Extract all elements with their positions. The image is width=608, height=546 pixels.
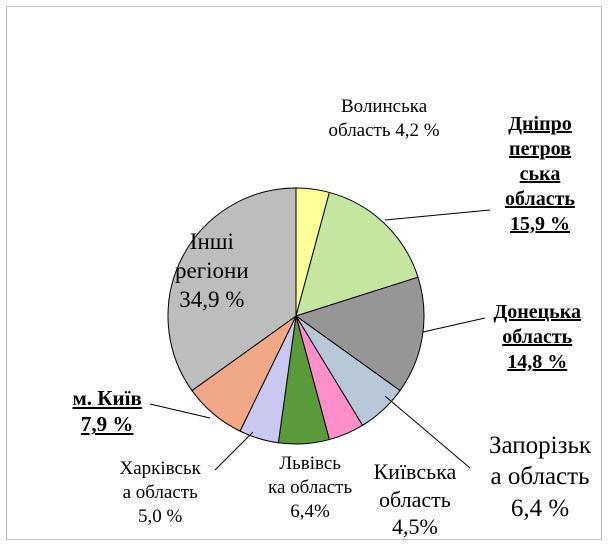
slice-label-line: 6,4% — [290, 500, 330, 522]
slice-label-line: Львівсь — [279, 453, 341, 474]
slice-label-line: ська — [519, 163, 561, 185]
slice-label-line: Дніпро — [508, 113, 572, 135]
slice-label-line: 15,9 % — [510, 213, 570, 235]
slice-label-line: область — [502, 326, 573, 348]
slice-label-line: 6,4 % — [510, 494, 570, 522]
slice-label-line: Харківськ — [119, 458, 201, 479]
slice-label-line: 34,9 % — [179, 286, 245, 312]
slice-label-other: Інші регіони 34,9 % — [175, 228, 249, 314]
slice-label-kyivska: Київська область 4,5% — [374, 458, 457, 541]
slice-label-line: Київська — [373, 459, 457, 484]
pie-slice-dnipro — [295, 191, 419, 317]
leader-line-dnipro — [384, 209, 491, 221]
slice-label-kyiv: м. Київ 7,9 % — [73, 385, 142, 438]
leader-line-donetsk — [422, 317, 486, 333]
slice-label-donetsk: Донецька область 14,8 % — [494, 300, 581, 375]
slice-label-line: 7,9 % — [80, 412, 134, 437]
slice-label-kharkiv: Харківськ а область 5,0 % — [120, 457, 201, 528]
slice-label-line: 4,5% — [391, 514, 438, 539]
slice-label-line: Інші — [189, 229, 234, 254]
slice-label-line: а область — [122, 481, 198, 503]
slice-label-line: область — [378, 486, 451, 512]
slice-label-line: ка область — [268, 476, 353, 498]
leader-line-kharkiv — [214, 431, 254, 471]
pie-slice-other — [167, 187, 297, 392]
slice-label-line: Запорізьк — [489, 432, 592, 459]
slice-label-dnipro: Дніпро петров ська область 15,9 % — [505, 112, 575, 237]
slice-label-line: Волинська — [340, 96, 428, 117]
slice-label-line: область 4,2 % — [328, 119, 440, 141]
slice-label-zaporizh: Запорізьк а область 6,4 % — [489, 430, 591, 524]
slice-label-line: 14,8 % — [507, 351, 568, 373]
slice-label-volyn: Волинська область 4,2 % — [329, 95, 440, 143]
slice-label-line: м. Київ — [72, 386, 142, 410]
pie-slice-donetsk — [294, 276, 425, 392]
slice-label-line: Донецька — [493, 301, 581, 323]
slice-label-line: 5,0 % — [138, 505, 183, 527]
leader-line-zaporizh — [384, 395, 471, 469]
slice-label-line: регіони — [175, 257, 249, 283]
slice-label-line: а область — [490, 463, 590, 491]
leader-line-kyiv — [149, 403, 211, 419]
slice-label-lviv: Львівсь ка область 6,4% — [268, 452, 352, 523]
slice-label-line: петров — [509, 138, 571, 160]
slice-label-line: область — [505, 188, 575, 210]
